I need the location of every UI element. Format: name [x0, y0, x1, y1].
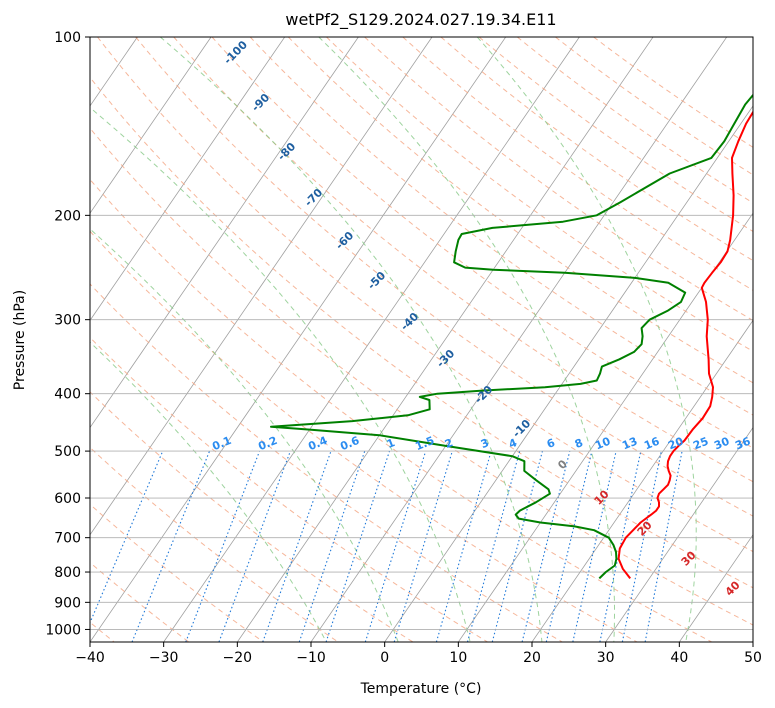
- mixing-ratio-label: 3: [479, 436, 491, 451]
- skewed-isotherm: [458, 212, 753, 642]
- mixing-ratio-label: 13: [620, 435, 639, 453]
- moist-adiabat: [90, 228, 399, 642]
- skewed-isotherm: [237, 37, 654, 642]
- dry-adiabat: [90, 178, 712, 642]
- y-tick-label: 200: [54, 208, 81, 224]
- chart-title: wetPf2_S129.2024.027.19.34.E11: [285, 10, 556, 30]
- mixing-ratio-line: [298, 450, 366, 642]
- mixing-ratio-line: [599, 450, 642, 642]
- mixing-ratio-line: [466, 450, 521, 642]
- moist-adiabat: [476, 37, 697, 642]
- skewt-background-lines: [90, 37, 753, 642]
- dry-adiabat: [478, 37, 753, 233]
- mixing-ratio-line: [491, 450, 543, 642]
- isobar-gridlines: [90, 37, 753, 630]
- mixing-ratio-label: 30: [712, 435, 731, 453]
- y-tick-label: 700: [54, 531, 81, 547]
- dry-adiabat: [287, 37, 753, 384]
- y-tick-label: 400: [54, 387, 81, 403]
- x-axis-label: Temperature (°C): [360, 681, 482, 697]
- mixing-ratio-label: 25: [691, 435, 710, 453]
- dry-adiabat: [90, 503, 264, 642]
- y-tick-label: 800: [54, 565, 81, 581]
- mixing-ratio-line: [325, 450, 391, 642]
- moist-adiabat: [90, 106, 471, 642]
- mixing-ratio-line: [572, 450, 617, 642]
- skewed-isotherm: [679, 534, 753, 642]
- dry-adiabat: [90, 230, 638, 642]
- skewed-isotherm: [384, 105, 753, 642]
- mixing-ratio-label: 20: [666, 435, 685, 453]
- dry-adiabat: [90, 76, 753, 589]
- dry-adiabat: [555, 37, 753, 176]
- skewed-isotherm: [90, 37, 212, 214]
- skewed-isotherm: [605, 426, 753, 642]
- mixing-ratio-line: [521, 450, 571, 642]
- x-tick-label: −30: [149, 650, 179, 666]
- dry-adiabat: [364, 37, 753, 322]
- skewed-isotherm: [531, 319, 753, 642]
- y-tick-label: 600: [54, 491, 81, 507]
- x-tick-label: 20: [523, 650, 541, 666]
- mixing-ratio-line: [644, 450, 683, 642]
- mixing-ratio-label: 16: [642, 435, 661, 453]
- x-tick-label: 50: [744, 650, 762, 666]
- dry-adiabat: [90, 336, 488, 642]
- skewed-isotherm: [90, 37, 507, 642]
- x-tick-label: 30: [597, 650, 615, 666]
- mixing-ratio-line: [364, 450, 427, 642]
- mixing-ratio-line: [262, 450, 332, 642]
- moist-adiabat: [90, 341, 327, 642]
- skewed-isotherm: [90, 37, 286, 322]
- dry-adiabat: [90, 127, 753, 626]
- mixing-ratio-label: 10: [593, 435, 612, 453]
- dewpoint-line: [270, 93, 753, 580]
- y-tick-label: 900: [54, 595, 81, 611]
- moist-adiabat: [318, 37, 615, 642]
- temperature-line: [617, 110, 753, 580]
- skewed-isotherm: [90, 37, 359, 429]
- dry-adiabat: [90, 391, 414, 642]
- mixing-ratio-line: [393, 450, 453, 642]
- profile-series: [270, 93, 753, 580]
- x-tick-label: −10: [296, 650, 326, 666]
- dry-adiabat: [135, 37, 753, 517]
- y-tick-label: 1000: [45, 622, 81, 638]
- y-axis: 100 200 300 400 500 600 700 800 900 1000: [45, 30, 90, 638]
- skewed-isotherm: [90, 37, 433, 536]
- y-tick-label: 500: [54, 444, 81, 460]
- skewed-isotherm: [163, 37, 580, 642]
- dry-adiabat: [90, 446, 339, 642]
- mixing-ratio-label: 8: [573, 436, 585, 451]
- x-tick-label: 10: [449, 650, 467, 666]
- y-tick-label: 300: [54, 313, 81, 329]
- dry-adiabat: [249, 37, 753, 416]
- x-tick-label: −40: [75, 650, 105, 666]
- mixing-ratio-line: [621, 450, 662, 642]
- dry-adiabat: [440, 37, 753, 262]
- moist-adiabat: [159, 37, 543, 642]
- mixing-ratio-label: 1: [385, 436, 397, 451]
- x-tick-label: 0: [380, 650, 389, 666]
- plot-frame: [89, 36, 754, 643]
- mixing-ratio-line: [90, 450, 164, 625]
- y-tick-label: 100: [54, 30, 81, 46]
- mixing-ratio-label: 2: [443, 436, 455, 451]
- y-axis-label: Pressure (hPa): [12, 290, 28, 390]
- x-tick-label: 40: [670, 650, 688, 666]
- dry-adiabat: [90, 283, 563, 642]
- dry-adiabat: [97, 37, 753, 553]
- mixing-ratio-line: [545, 450, 593, 642]
- x-tick-label: −20: [223, 650, 253, 666]
- mixing-ratio-label: 36: [733, 435, 752, 453]
- mixing-ratio-line: [435, 450, 492, 642]
- x-axis: −40 −30 −20 −10 0 10 20 30 40 50: [75, 642, 762, 666]
